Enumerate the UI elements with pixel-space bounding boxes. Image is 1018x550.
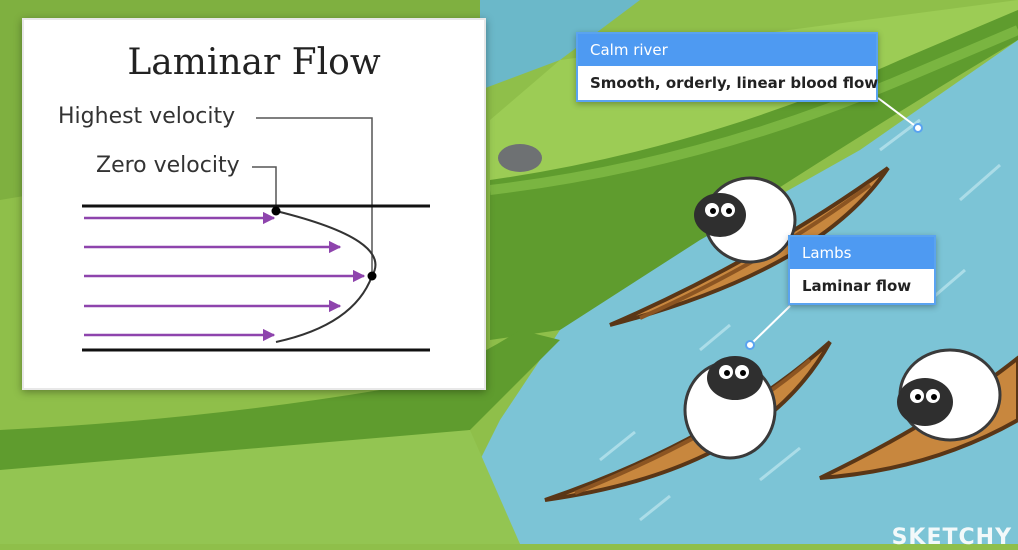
label-zero-velocity: Zero velocity xyxy=(96,153,240,178)
callout-calm-river: Calm river Smooth, orderly, linear blood… xyxy=(576,32,878,102)
laminar-flow-diagram-panel: Laminar Flow Highest velocity Zero veloc… xyxy=(22,18,486,390)
diagram-title: Laminar Flow xyxy=(127,42,381,83)
callout-calm-river-title: Calm river xyxy=(578,34,876,66)
lamb-boat-2 xyxy=(544,340,832,502)
label-highest-velocity: Highest velocity xyxy=(58,104,236,129)
flow-profile-graphic xyxy=(82,117,430,352)
callout-lambs-text: Laminar flow xyxy=(790,269,934,303)
highest-velocity-point xyxy=(367,271,377,281)
watermark-logo: SKETCHY xyxy=(891,525,1012,550)
lamb-boat-3 xyxy=(819,348,1018,480)
callout-calm-river-text: Smooth, orderly, linear blood flow xyxy=(578,66,878,100)
callout-lambs-title: Lambs xyxy=(790,237,934,269)
callout-lambs: Lambs Laminar flow xyxy=(788,235,936,305)
lamb-boat-1 xyxy=(609,166,890,327)
zero-velocity-point xyxy=(271,206,281,216)
